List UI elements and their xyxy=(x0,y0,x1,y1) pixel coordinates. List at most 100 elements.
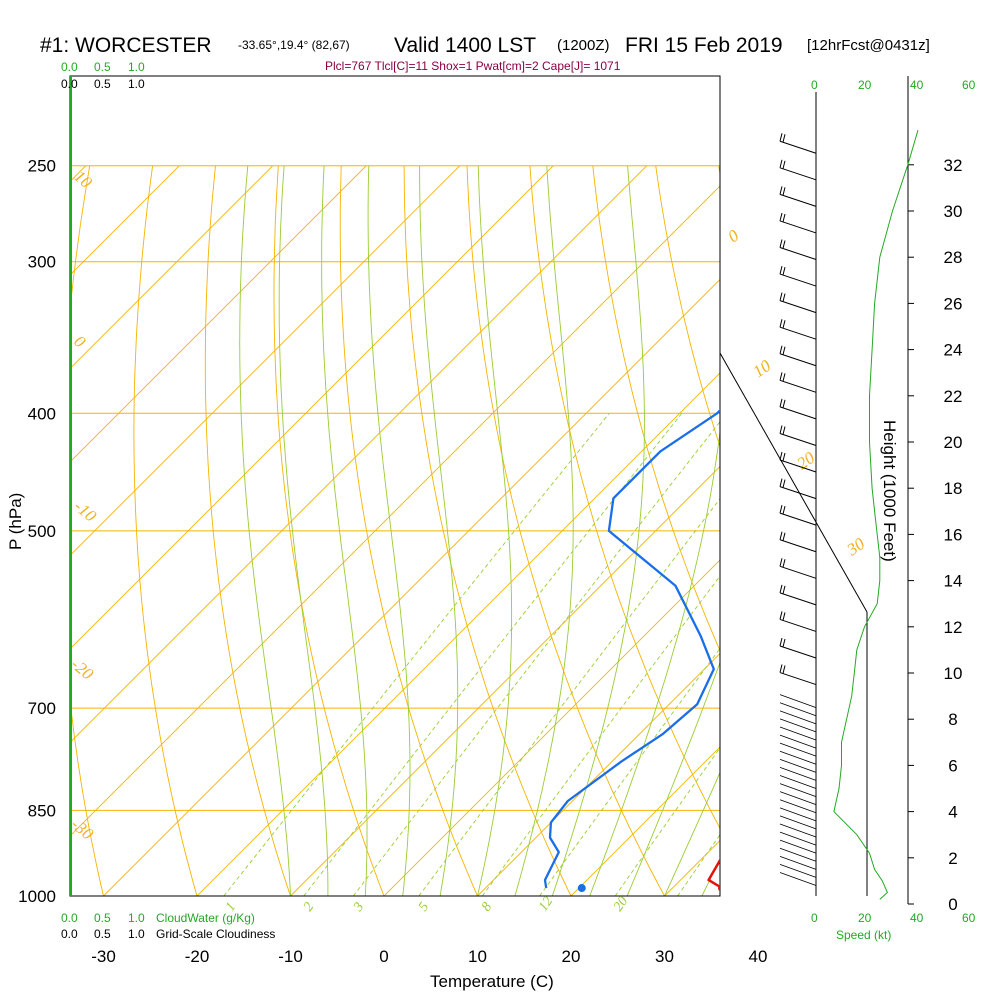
station-title: #1: WORCESTER xyxy=(40,34,212,57)
mixing-ratio-1 xyxy=(223,413,610,896)
wind-barb xyxy=(779,847,817,862)
speed-bottom-2: 40 xyxy=(910,911,924,925)
dry-adiabat xyxy=(466,165,665,896)
mixing-ratio-label: 5 xyxy=(416,900,432,914)
wind-barb xyxy=(779,694,817,709)
mixing-ratio-20 xyxy=(614,747,720,896)
indices-line: Plcl=767 Tlcl[C]=11 Shox=1 Pwat[cm]=2 Ca… xyxy=(325,59,621,73)
isotherm--70 xyxy=(70,165,461,557)
height-tick-label: 0 xyxy=(948,895,957,914)
wind-barb xyxy=(779,159,817,181)
isotherm-label: 0 xyxy=(70,332,89,352)
wind-barb xyxy=(779,584,817,606)
y-axis-label: P (hPa) xyxy=(6,493,25,550)
mixing-ratio-2 xyxy=(303,413,683,896)
cloudwater-bottom-1: 0.5 xyxy=(94,911,111,925)
wind-barb xyxy=(779,451,817,473)
cloudwater-bottom-0: 0.0 xyxy=(61,911,78,925)
wind-barb xyxy=(779,478,817,500)
dry-adiabat xyxy=(273,165,385,896)
wind-barb xyxy=(779,742,817,757)
wind-barb xyxy=(779,212,817,234)
pressure-tick-label: 300 xyxy=(28,253,56,272)
height-tick-label: 28 xyxy=(944,248,963,267)
wind-barb xyxy=(779,702,817,717)
wind-barb xyxy=(779,791,817,806)
dry-adiabat xyxy=(970,166,1000,896)
cloudiness-top-1: 0.5 xyxy=(94,77,111,91)
isotherm--40 xyxy=(70,185,720,837)
wind-barb xyxy=(779,558,817,579)
mixing-ratio-12 xyxy=(539,647,720,896)
wind-panel-diagonal xyxy=(719,352,868,613)
cloudwater-top-2: 1.0 xyxy=(128,60,145,74)
x-axis-label: Temperature (C) xyxy=(430,972,554,991)
height-tick-label: 6 xyxy=(948,756,957,775)
surface-temperature-point xyxy=(718,884,720,892)
x-tick-label: 10 xyxy=(468,947,487,966)
wind-barb xyxy=(779,664,817,686)
cloudiness-bottom-1: 0.5 xyxy=(94,927,111,941)
height-tick-label: 4 xyxy=(948,803,957,822)
cloudwater-top-1: 0.5 xyxy=(94,60,111,74)
speed-bottom-1: 20 xyxy=(858,911,872,925)
height-tick-label: 16 xyxy=(944,525,963,544)
wind-barb xyxy=(779,775,817,789)
background-grid xyxy=(70,165,1000,896)
height-tick-label: 22 xyxy=(944,387,963,406)
height-tick-label: 10 xyxy=(944,664,963,683)
wind-barb xyxy=(779,807,817,822)
height-tick-label: 14 xyxy=(944,572,963,591)
wind-barb xyxy=(779,292,817,314)
mixing-ratio-label: 12 xyxy=(536,894,556,914)
isotherm-label: -10 xyxy=(70,497,100,526)
dry-adiabat xyxy=(133,165,198,896)
pressure-tick-label: 500 xyxy=(28,522,56,541)
isotherm--50 xyxy=(70,165,648,744)
wind-barb xyxy=(779,823,817,838)
cloud-scales: 0.0 0.5 1.0 0.0 0.5 1.0 0.0 0.5 1.0 Clou… xyxy=(61,60,275,941)
height-tick-label: 12 xyxy=(944,618,963,637)
wind-barb xyxy=(779,611,817,632)
zulu-time: (1200Z) xyxy=(557,37,610,54)
moist-adiabat xyxy=(367,165,411,896)
moist-adiabat xyxy=(278,165,329,896)
speed-top-1: 20 xyxy=(858,78,872,92)
valid-time: Valid 1400 LST xyxy=(394,34,536,57)
wind-barb xyxy=(779,726,817,741)
isotherm-40 xyxy=(758,166,1000,896)
speed-top-3: 60 xyxy=(962,78,976,92)
mixing-ratio-5 xyxy=(418,498,720,896)
x-tick-label: -10 xyxy=(278,947,303,966)
moist-adiabat xyxy=(664,771,720,896)
moist-adiabat xyxy=(419,165,459,896)
wind-barb xyxy=(779,319,817,340)
height-tick-label: 2 xyxy=(948,849,957,868)
cloudiness-top-2: 1.0 xyxy=(128,77,145,91)
wind-barb xyxy=(779,265,817,287)
wind-barb xyxy=(779,864,817,878)
isotherm--10 xyxy=(290,465,720,896)
moist-adiabat xyxy=(551,165,645,896)
isotherm-label: 10 xyxy=(70,167,96,193)
wind-barb xyxy=(779,531,817,553)
wind-barb xyxy=(779,239,817,260)
dry-adiabat xyxy=(655,165,720,448)
speed-top-0: 0 xyxy=(811,78,818,92)
pressure-tick-label: 1000 xyxy=(18,887,56,906)
wind-barb xyxy=(779,799,817,814)
height-tick-label: 24 xyxy=(944,341,963,360)
trace-dewpoint xyxy=(543,408,720,889)
cloudiness-bottom-0: 0.0 xyxy=(61,927,78,941)
wind-barb xyxy=(779,758,817,773)
cloudwater-top-0: 0.0 xyxy=(61,60,78,74)
moist-adiabat xyxy=(239,165,291,896)
dry-adiabat xyxy=(70,165,104,896)
forecast-info: [12hrFcst@0431z] xyxy=(807,37,930,54)
wind-barb xyxy=(779,872,817,886)
wind-speed-profile xyxy=(833,129,919,900)
dry-adiabat xyxy=(844,166,1000,896)
wind-barb xyxy=(779,855,817,870)
speed-label: Speed (kt) xyxy=(836,928,891,942)
moist-adiabat xyxy=(477,165,513,896)
